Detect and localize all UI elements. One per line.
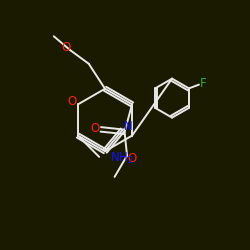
Text: F: F bbox=[200, 77, 206, 90]
Text: O: O bbox=[127, 152, 136, 165]
Text: O: O bbox=[91, 122, 100, 135]
Text: O: O bbox=[61, 40, 70, 54]
Text: NH$_2$: NH$_2$ bbox=[110, 150, 134, 166]
Text: O: O bbox=[68, 95, 77, 108]
Text: N: N bbox=[124, 120, 132, 134]
